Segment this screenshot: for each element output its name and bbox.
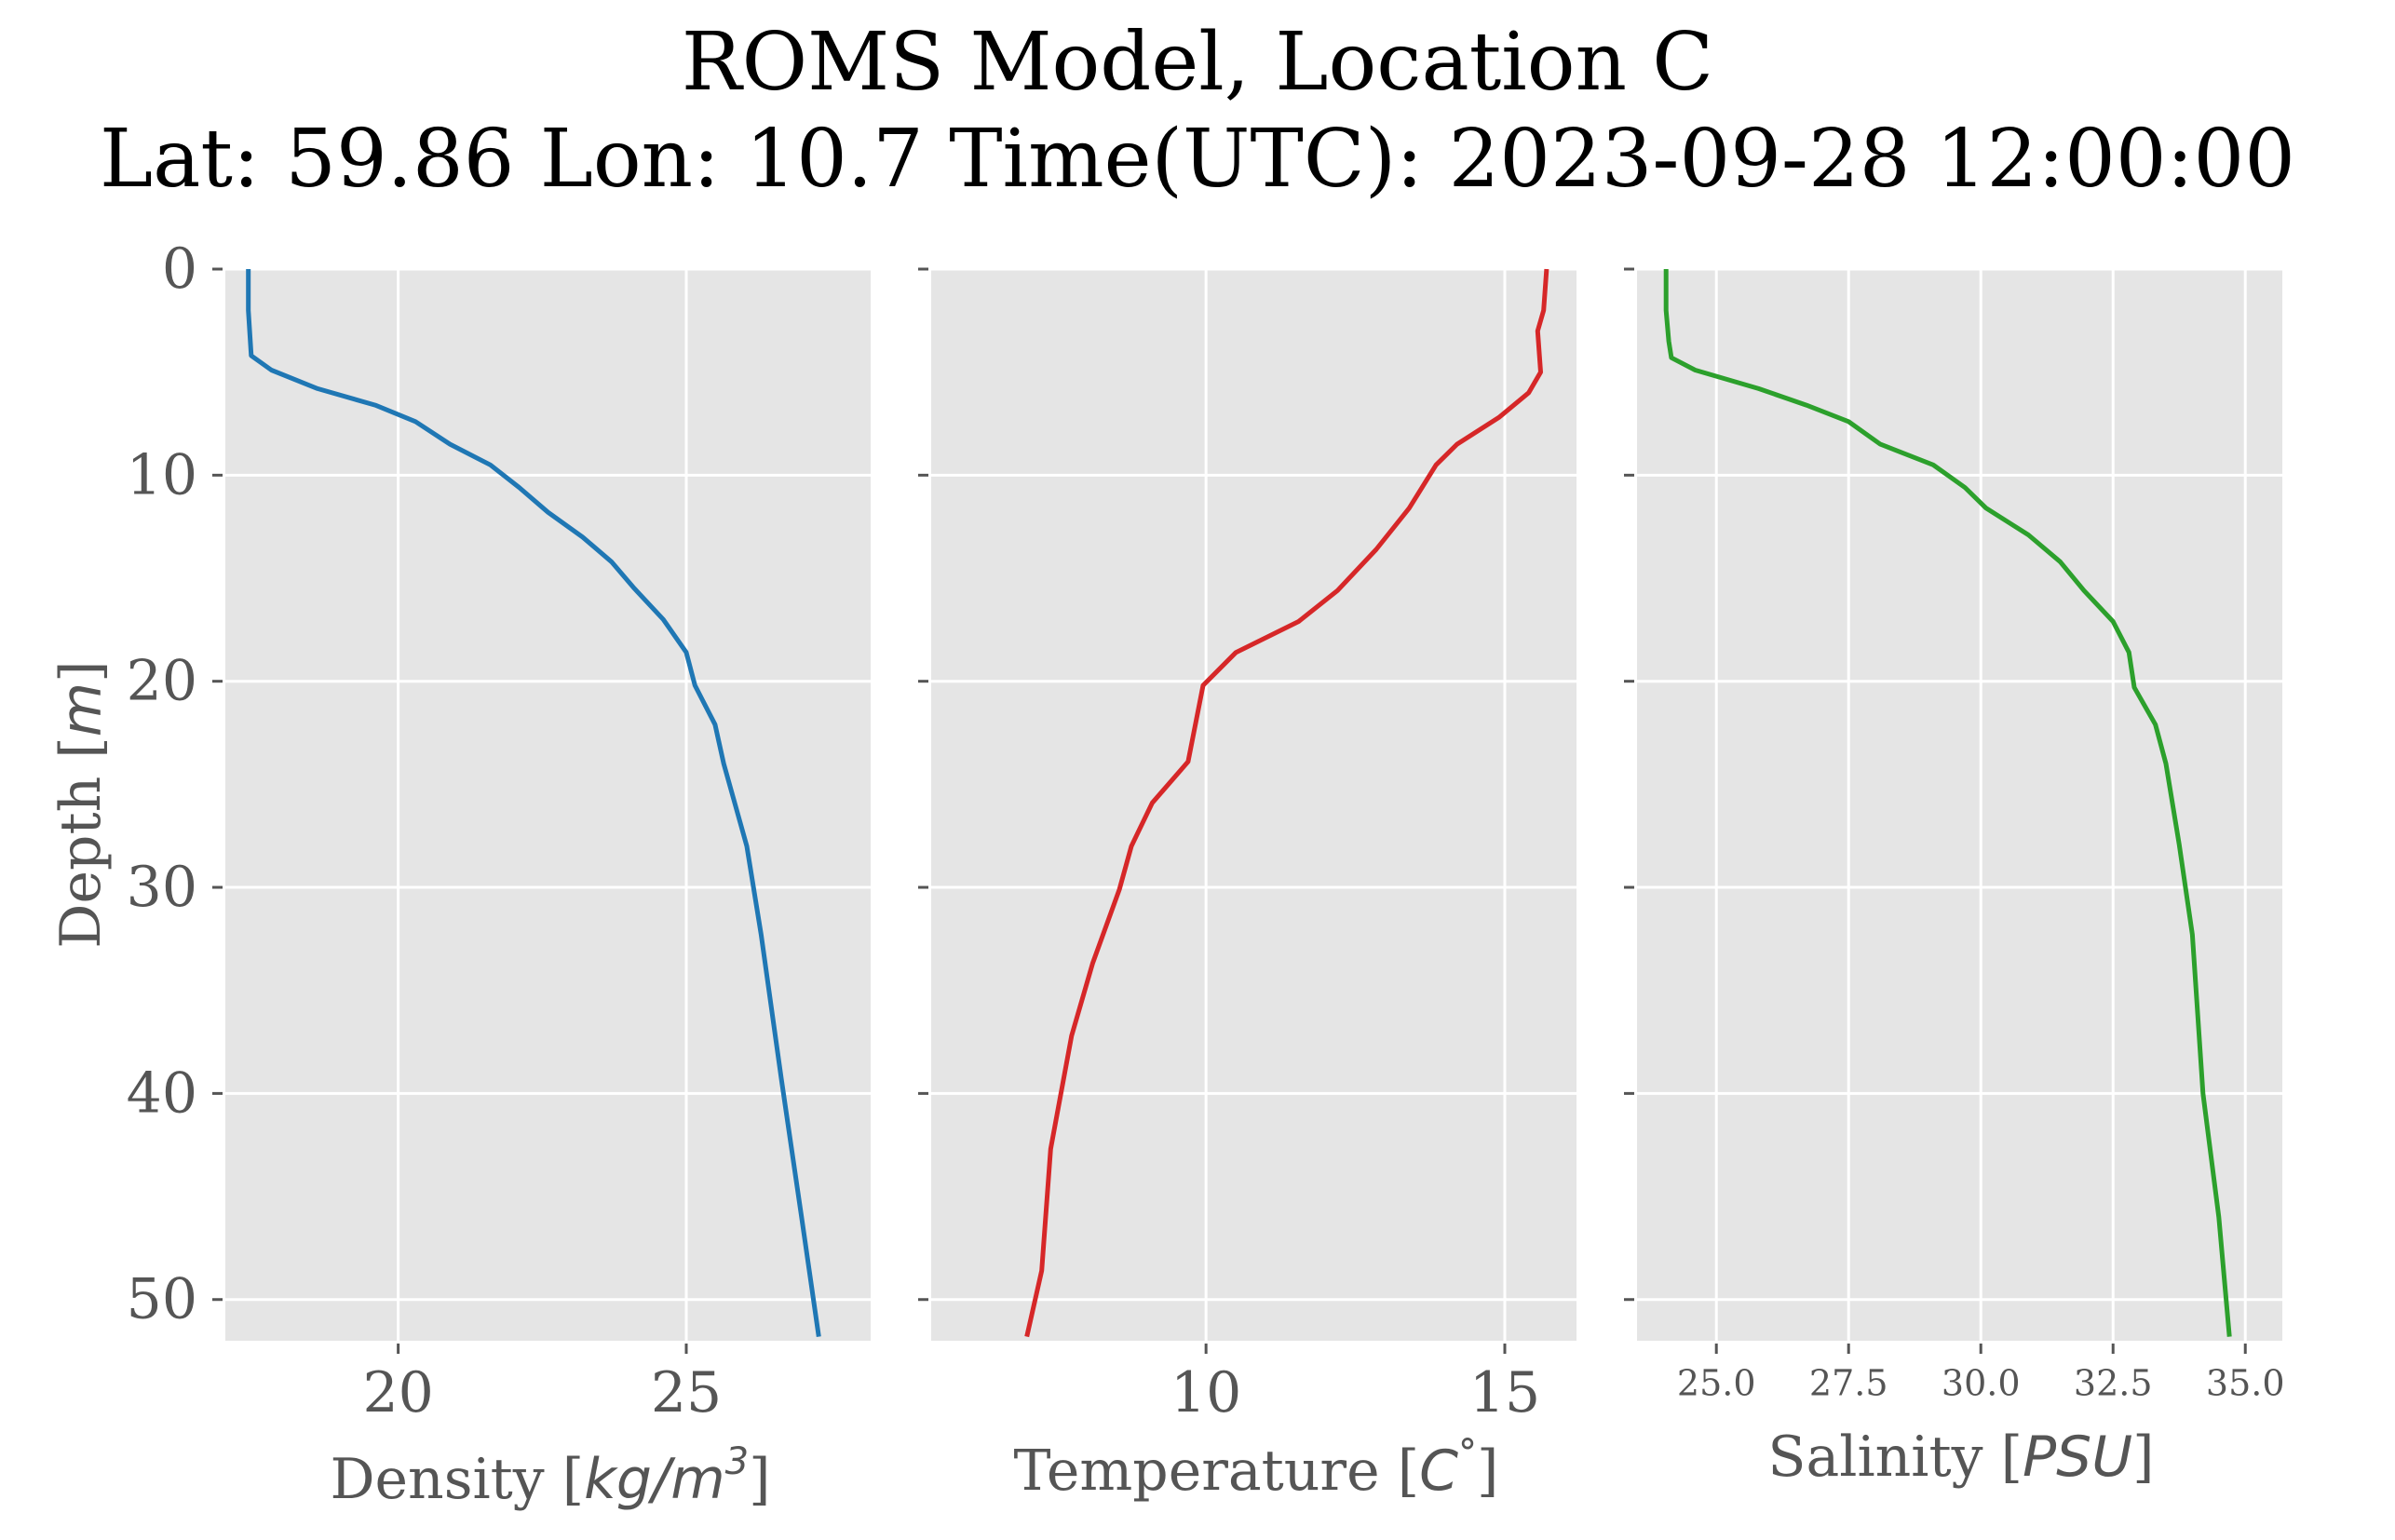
salinity-x-axis-label: Salinity [PSU] — [1767, 1425, 2154, 1490]
temperature-profile-line — [1024, 268, 1549, 1338]
temperature-x-tick-label: 15 — [1469, 1360, 1540, 1425]
density-x-tick-label: 25 — [651, 1360, 722, 1425]
salinity-x-tick-label: 32.5 — [2074, 1362, 2153, 1403]
temperature-x-tick-label: 10 — [1170, 1360, 1241, 1425]
salinity-x-tick-label: 25.0 — [1677, 1362, 1756, 1403]
density-profile-line — [246, 269, 821, 1337]
y-tick-label: 40 — [127, 1060, 197, 1126]
y-tick-label: 50 — [127, 1267, 197, 1332]
temperature-x-axis-label: Temperature [C°] — [1014, 1432, 1499, 1504]
y-tick-label: 10 — [127, 442, 197, 507]
y-tick-label: 30 — [127, 855, 197, 920]
salinity-x-tick-label: 27.5 — [1809, 1362, 1888, 1403]
salinity-x-tick-label: 35.0 — [2206, 1362, 2285, 1403]
density-x-tick-label: 20 — [362, 1360, 433, 1425]
chart-title-line-1: ROMS Model, Location C — [681, 16, 1714, 109]
density-x-axis-label: Density [kg/m3] — [330, 1440, 770, 1512]
y-tick-label: 20 — [127, 649, 197, 714]
density-panel-background — [225, 269, 871, 1341]
y-tick-label: 0 — [162, 236, 197, 302]
y-axis-label: Depth [m] — [48, 660, 115, 948]
salinity-panel-background — [1637, 269, 2282, 1341]
salinity-x-tick-label: 30.0 — [1942, 1362, 2021, 1403]
chart-title-line-2: Lat: 59.86 Lon: 10.7 Time(UTC): 2023-09-… — [100, 113, 2295, 206]
salinity-profile-line — [1663, 269, 2232, 1337]
temperature-panel-background — [931, 269, 1576, 1341]
